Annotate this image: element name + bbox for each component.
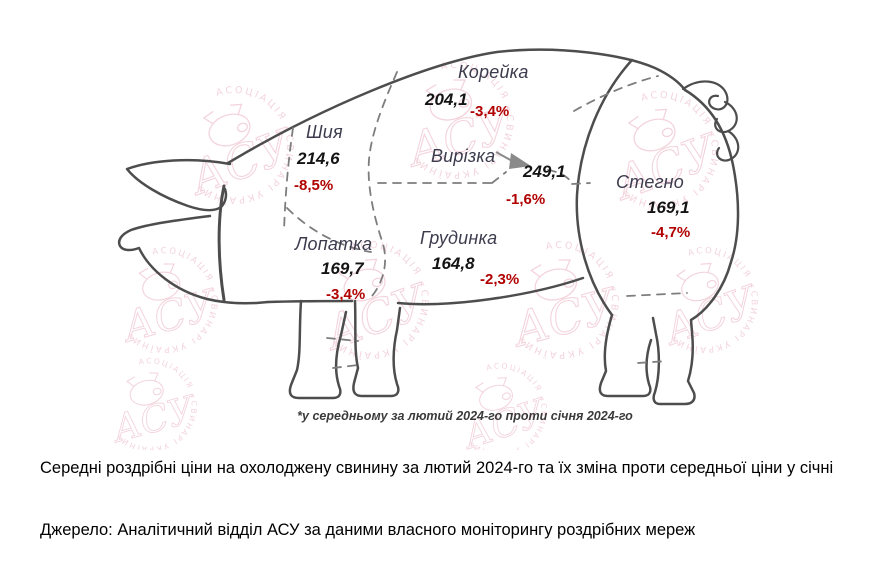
cut-name-lopatka: Лопатка <box>295 234 373 254</box>
pig-outline <box>117 48 740 406</box>
cut-price-shyia: 214,6 <box>297 149 340 168</box>
cut-price-vyrizka: 249,1 <box>523 162 566 181</box>
cut-name-koreika: Корейка <box>458 62 529 82</box>
cut-price-lopatka: 169,7 <box>321 259 364 278</box>
cut-change-shyia: -8,5% <box>294 177 334 194</box>
cut-change-vyrizka: -1,6% <box>506 191 546 208</box>
cut-price-stehno: 169,1 <box>647 198 690 217</box>
cut-name-hrudynka: Грудинка <box>420 228 498 248</box>
cut-change-koreika: -3,4% <box>470 103 510 120</box>
cut-name-stehno: Стегно <box>616 172 684 192</box>
cut-price-koreika: 204,1 <box>425 90 468 109</box>
cut-price-hrudynka: 164,8 <box>432 254 475 273</box>
vyrizka-pointer-arrow-icon <box>495 151 531 169</box>
cut-name-vyrizka: Вирізка <box>431 146 496 166</box>
cut-name-shyia: Шия <box>306 122 343 142</box>
caption-source: Джерело: Аналітичний відділ АСУ за даним… <box>40 521 696 539</box>
pig-diagram-svg: АСОЦІАЦІЯ «СВИНАРІ УКРАЇНИ» АСУ <box>94 45 775 450</box>
diagram-footnote: *у середньому за лютий 2024-го проти січ… <box>297 409 633 423</box>
caption-title: Середні роздрібні ціни на охолоджену сви… <box>40 459 834 477</box>
cut-change-stehno: -4,7% <box>651 224 691 241</box>
cut-change-hrudynka: -2,3% <box>480 271 520 288</box>
cut-change-lopatka: -3,4% <box>326 286 366 303</box>
pork-cuts-diagram: АСОЦІАЦІЯ «СВИНАРІ УКРАЇНИ» АСУ <box>94 45 775 450</box>
cut-boundaries-dashed <box>283 71 688 369</box>
